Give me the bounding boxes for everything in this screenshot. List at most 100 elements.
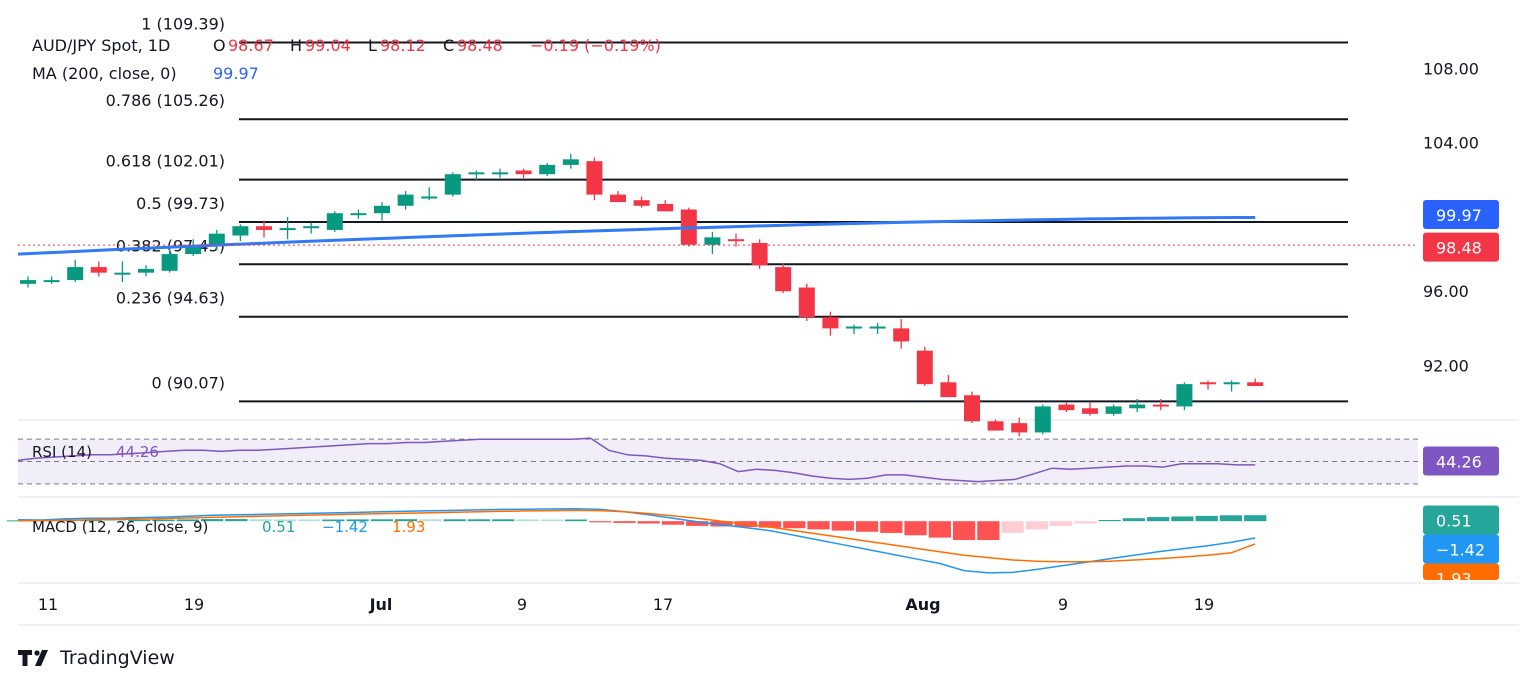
last-price-badge-bg <box>1423 232 1499 262</box>
macd-histogram-bar <box>370 519 394 522</box>
candle-body <box>1176 384 1193 407</box>
candle-body <box>468 172 485 175</box>
macd-hist-badge-bg <box>1423 505 1499 535</box>
macd-histogram-bar <box>928 521 951 538</box>
candle-body <box>822 317 839 329</box>
macd-legend-label: MACD (12, 26, close, 9) <box>32 518 208 536</box>
rsi-pane[interactable] <box>17 437 1418 485</box>
rsi-legend-label: RSI (14) <box>32 443 92 461</box>
macd-histogram-bar <box>225 519 248 522</box>
macd-histogram-bar <box>783 521 806 529</box>
macd-histogram-bar <box>346 519 369 522</box>
macd-histogram-bar <box>1122 518 1146 522</box>
candle-body <box>90 267 107 273</box>
macd-hist-badge: 0.51 <box>1436 512 1472 531</box>
price-axis-label: 104.00 <box>1423 134 1479 153</box>
time-axis-label: 9 <box>517 595 527 614</box>
candle-body <box>138 268 154 273</box>
macd-histogram-bar <box>637 521 660 524</box>
macd-histogram-bar <box>880 521 903 533</box>
macd-pane[interactable] <box>6 507 1267 574</box>
macd-histogram-bar <box>613 521 636 523</box>
candle-body <box>869 326 886 329</box>
candle-body <box>610 194 626 203</box>
fib-level-label: 0.618 (102.01) <box>106 152 225 171</box>
candle-body <box>326 213 343 230</box>
macd-histogram-bar <box>831 521 854 531</box>
macd-line-badge-bg <box>1423 534 1499 564</box>
candle-body <box>421 196 438 199</box>
tradingview-logo-icon <box>18 650 48 666</box>
low-value: 98.12 <box>380 36 426 55</box>
tradingview-logo[interactable]: TradingView <box>18 646 175 670</box>
tradingview-wordmark: TradingView <box>60 647 175 669</box>
macd-signal-badge-bg <box>1423 563 1499 580</box>
high-label: H <box>290 36 302 55</box>
rsi-line <box>17 437 1256 483</box>
time-axis-label: 17 <box>653 595 673 614</box>
candle-body <box>397 194 414 206</box>
macd-histogram-bar <box>1050 521 1073 526</box>
macd-histogram-bar <box>516 519 539 522</box>
candle-body <box>987 421 1004 431</box>
rsi-legend-value: 44.26 <box>116 443 159 461</box>
candle-body <box>586 161 603 195</box>
high-value: 99.04 <box>305 36 351 55</box>
candle-body <box>1058 404 1075 411</box>
candlestick-series[interactable] <box>20 153 1264 437</box>
candle-body <box>185 244 202 255</box>
candle-body <box>562 159 579 165</box>
symbol-title: AUD/JPY Spot, 1D <box>32 36 170 55</box>
macd-histogram-bar <box>322 519 345 522</box>
candle-body <box>846 326 862 329</box>
moving-average-line[interactable] <box>17 216 1418 256</box>
close-value: 98.48 <box>457 36 503 55</box>
candle-body <box>798 287 815 318</box>
candle-body <box>916 350 933 385</box>
rsi-band <box>18 439 1418 484</box>
signal-line <box>18 509 1256 563</box>
candle-body <box>114 272 131 275</box>
ma-legend-label: MA (200, close, 0) <box>32 64 177 83</box>
price-change: −0.19 (−0.19%) <box>530 36 661 55</box>
macd-histogram-bar <box>758 521 782 528</box>
time-axis-label: 19 <box>1194 595 1214 614</box>
macd-histogram-bar <box>128 519 151 522</box>
time-axis-label: 9 <box>1058 595 1068 614</box>
last-price-badge: 98.48 <box>1436 239 1482 258</box>
macd-histogram-bar <box>1001 521 1024 533</box>
candle-body <box>940 382 957 398</box>
ma-legend-value: 99.97 <box>213 64 259 83</box>
chart-canvas[interactable]: 1 (109.39) 0.786 (105.26) 0.618 (102.01) 0.… <box>0 0 1536 640</box>
candle-body <box>1105 406 1122 414</box>
fib-level-label: 1 (109.39) <box>141 14 225 33</box>
macd-histogram-bar <box>1244 515 1267 522</box>
candle-body <box>515 170 532 175</box>
macd-histogram-bar <box>1171 516 1194 522</box>
time-axis-label: Jul <box>369 595 393 614</box>
candle-body <box>1247 382 1264 386</box>
candle-body <box>1082 408 1098 414</box>
ma-price-badge: 99.97 <box>1436 206 1482 225</box>
macd-histogram-bar <box>904 521 927 536</box>
candle-body <box>232 226 249 236</box>
fibonacci-retracement[interactable]: 1 (109.39) 0.786 (105.26) 0.618 (102.01) 0.… <box>106 14 1348 403</box>
candle-body <box>964 395 980 422</box>
macd-histogram-bar <box>564 519 588 522</box>
ma-price-badge-bg <box>1423 199 1499 229</box>
macd-histogram-bar <box>540 519 563 522</box>
macd-histogram-bar <box>1098 520 1121 522</box>
macd-histogram-bar <box>710 521 733 527</box>
candle-body <box>728 239 744 242</box>
candle-body <box>1129 404 1146 409</box>
macd-histogram-bar <box>1074 521 1097 524</box>
macd-histogram-bar <box>661 521 685 525</box>
open-value: 98.67 <box>228 36 274 55</box>
candle-body <box>1034 406 1051 433</box>
candle-body <box>444 174 461 195</box>
macd-histogram-bar <box>686 521 709 526</box>
candle-body <box>20 280 36 284</box>
macd-histogram-bar <box>152 519 175 522</box>
macd-histogram-bar <box>395 519 418 522</box>
fib-level-label: 0.236 (94.63) <box>116 289 225 308</box>
